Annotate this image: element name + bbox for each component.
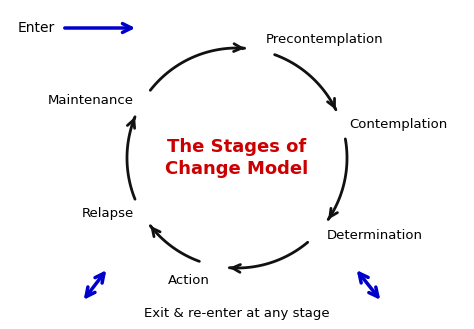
Text: Precontemplation: Precontemplation xyxy=(266,34,383,46)
Text: Exit & re-enter at any stage: Exit & re-enter at any stage xyxy=(144,307,330,320)
Text: Enter: Enter xyxy=(18,21,55,35)
Text: Action: Action xyxy=(168,274,210,287)
Text: Relapse: Relapse xyxy=(82,207,134,219)
Text: Maintenance: Maintenance xyxy=(48,94,134,108)
Text: The Stages of
Change Model: The Stages of Change Model xyxy=(165,138,309,178)
Text: Contemplation: Contemplation xyxy=(350,117,448,131)
Text: Determination: Determination xyxy=(327,229,423,242)
